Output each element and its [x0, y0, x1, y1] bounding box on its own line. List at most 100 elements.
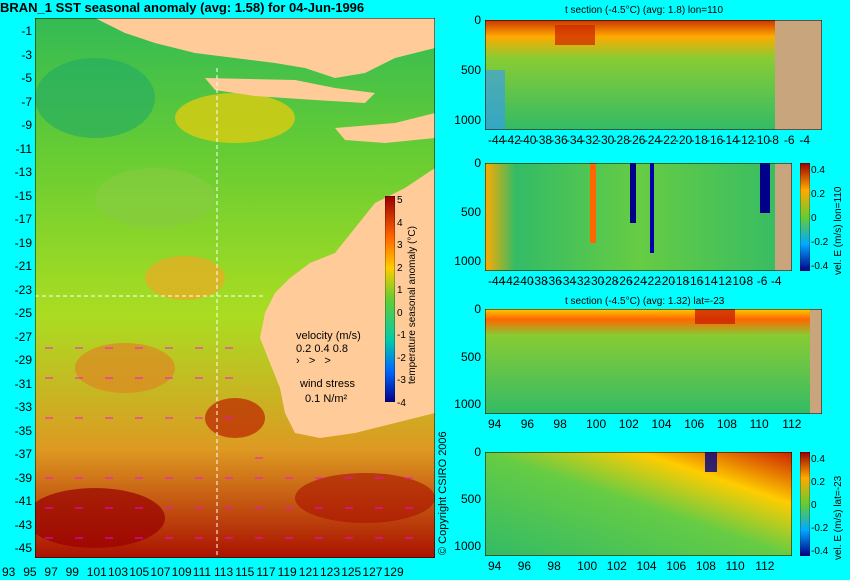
section-x-tick: -8: [742, 274, 754, 288]
section-x-tick: -34: [565, 133, 584, 147]
map-y-tick: -45: [14, 541, 32, 555]
section-x-tick: -42: [502, 274, 520, 288]
section-x-tick: 106: [684, 417, 705, 431]
sst-colorbar-tick: 2: [397, 262, 403, 274]
section-y-tick: 500: [460, 205, 481, 219]
section-x-tick: -42: [503, 133, 521, 147]
section-x-tick: 102: [618, 417, 639, 431]
section-x-tick: -22: [643, 274, 661, 288]
section4-colorbar-label: vel. E (m/s) lat=-23: [833, 475, 844, 560]
section-x-tick: 104: [636, 559, 657, 573]
map-y-tick: -7: [21, 94, 32, 109]
section-x-tick: -10: [752, 133, 771, 147]
section-x-tick: 108: [716, 417, 737, 431]
section-x-tick: -16: [706, 133, 724, 147]
sst-colorbar-tick: -3: [397, 375, 406, 386]
map-x-tick: 119: [277, 565, 297, 579]
section4-colorbar: [800, 452, 810, 556]
section-colorbar-tick: 0: [811, 213, 817, 224]
section-y-tick: 0: [474, 445, 481, 459]
velocity-legend-arrows: › > >: [296, 355, 331, 367]
section-x-tick: 108: [695, 559, 716, 573]
section3-plot: [485, 309, 822, 414]
map-x-tick: 111: [192, 565, 212, 579]
section-x-tick: -24: [629, 274, 647, 288]
wind-stress-legend-label: wind stress: [300, 378, 356, 390]
section-x-tick: -44: [488, 274, 506, 288]
map-y-tick: -15: [14, 188, 32, 203]
map-x-tick: 95: [23, 565, 37, 579]
section-y-tick: 500: [460, 349, 481, 364]
map-y-tick: -43: [14, 517, 32, 532]
map-y-tick: -23: [14, 282, 32, 297]
section-colorbar-tick: 0.4: [811, 165, 825, 176]
section-x-tick: -18: [690, 133, 708, 147]
section-x-tick: -14: [721, 133, 739, 147]
map-x-tick: 117: [256, 565, 276, 579]
section-y-tick: 0: [474, 13, 481, 27]
section-x-tick: 110: [725, 559, 745, 573]
section-y-tick: 1000: [454, 539, 481, 553]
section-x-tick: 96: [520, 417, 535, 431]
map-y-tick: -11: [15, 141, 32, 156]
sst-colorbar: [385, 196, 395, 402]
section-y-tick: 1000: [454, 397, 481, 411]
section-x-tick: 98: [547, 559, 561, 573]
section-y-tick: 1000: [454, 113, 481, 127]
section-x-tick: -26: [628, 133, 646, 147]
section-x-tick: -40: [519, 133, 537, 147]
section-x-tick: -36: [550, 133, 568, 147]
map-y-tick: -19: [14, 235, 32, 250]
map-y-tick: -35: [14, 423, 32, 438]
section-colorbar-tick: 0.2: [811, 189, 825, 200]
sst-colorbar-tick: 4: [397, 217, 403, 229]
section2-plot: [485, 163, 792, 271]
section-colorbar-tick: 0.4: [811, 454, 825, 465]
section-x-tick: -38: [530, 274, 548, 288]
section-x-tick: -4: [799, 133, 811, 147]
section2-colorbar: [800, 163, 810, 271]
map-y-tick: -41: [14, 494, 32, 508]
map-x-tick: 115: [235, 565, 255, 579]
section-x-tick: -40: [516, 274, 534, 288]
section-x-tick: -6: [756, 274, 768, 288]
map-y-tick: -9: [21, 118, 32, 132]
section-y-tick: 1000: [454, 254, 481, 268]
map-x-tick: 121: [298, 565, 319, 579]
map-y-tick: -17: [14, 212, 32, 226]
wind-stress-legend-scale: 0.1 N/m²: [305, 393, 348, 405]
section-y-tick: 500: [460, 492, 481, 506]
map-title: BRAN_1 SST seasonal anomaly (avg: 1.58) …: [0, 0, 365, 15]
section-x-tick: -22: [659, 133, 677, 147]
map-y-tick: -31: [14, 376, 32, 391]
section-x-tick: 94: [488, 559, 502, 573]
section-colorbar-tick: -0.4: [811, 261, 829, 272]
section-x-tick: -24: [643, 133, 662, 147]
map-x-tick: 113: [214, 565, 234, 579]
map-y-tick: -29: [14, 353, 32, 367]
section-x-tick: -20: [657, 274, 676, 288]
sst-colorbar-tick: 3: [397, 240, 403, 251]
map-x-tick: 109: [171, 565, 192, 579]
section-colorbar-tick: 0: [811, 500, 817, 511]
section-x-tick: 102: [606, 559, 627, 573]
section-x-tick: 104: [651, 417, 672, 431]
section-colorbar-tick: 0.2: [811, 477, 825, 488]
section-x-tick: -38: [534, 133, 553, 147]
map-x-tick: 127: [362, 565, 383, 579]
section-x-tick: -26: [615, 274, 633, 288]
map-y-tick: -27: [14, 329, 32, 344]
map-x-tick: 107: [150, 565, 171, 579]
section-x-tick: 112: [755, 559, 775, 573]
section-x-tick: -12: [714, 274, 732, 288]
section-x-tick: -12: [737, 133, 755, 147]
velocity-legend-scale: 0.2 0.4 0.8: [296, 343, 348, 355]
velocity-legend-label: velocity (m/s): [296, 330, 361, 342]
sst-colorbar-tick: 0: [397, 307, 403, 319]
section-x-tick: -16: [686, 274, 704, 288]
sst-colorbar-tick: 1: [397, 285, 403, 296]
sst-colorbar-tick: -2: [397, 352, 406, 364]
map-x-tick: 105: [129, 565, 150, 579]
section-x-tick: -36: [544, 274, 562, 288]
map-y-tick: -33: [14, 400, 32, 414]
